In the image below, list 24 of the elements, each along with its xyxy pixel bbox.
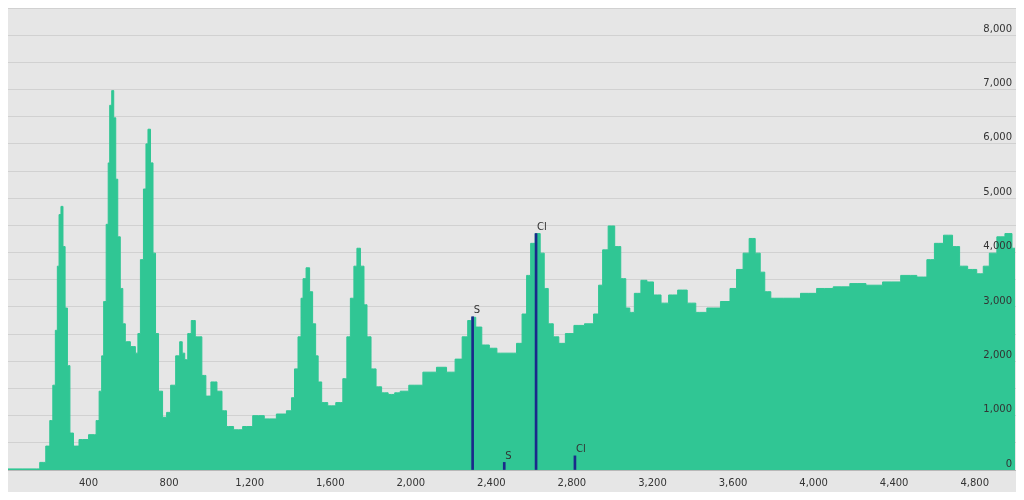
x-tick-label: 3,600	[718, 476, 748, 488]
x-tick-label: 2,000	[396, 476, 426, 488]
y-tick-label: 7,000	[983, 77, 1012, 89]
data-label: Cl	[537, 221, 547, 233]
x-tick-label: 400	[79, 476, 99, 488]
x-tick-label: 4,000	[799, 476, 828, 488]
x-tick-label: 1,200	[235, 476, 264, 488]
x-tick-label: 4,800	[960, 476, 990, 488]
y-tick-label: 5,000	[983, 185, 1012, 197]
data-label: S	[505, 449, 512, 461]
x-tick-label: 800	[159, 476, 179, 488]
x-tick-label: 3,200	[638, 476, 667, 488]
y-tick-label: 2,000	[983, 348, 1012, 360]
y-tick-label: 8,000	[983, 22, 1012, 34]
x-tick-label: 2,800	[557, 476, 587, 488]
x-tick-label: 2,400	[477, 476, 506, 488]
data-label: Cl	[575, 443, 586, 455]
y-tick-label: 0	[1005, 457, 1012, 469]
y-tick-label: 1,000	[983, 403, 1012, 415]
data-label: S	[473, 304, 480, 316]
y-tick-label: 3,000	[983, 294, 1012, 306]
x-tick-label: 4,400	[879, 476, 909, 488]
x-tick-label: 1,600	[315, 476, 345, 488]
y-tick-label: 6,000	[983, 131, 1012, 143]
